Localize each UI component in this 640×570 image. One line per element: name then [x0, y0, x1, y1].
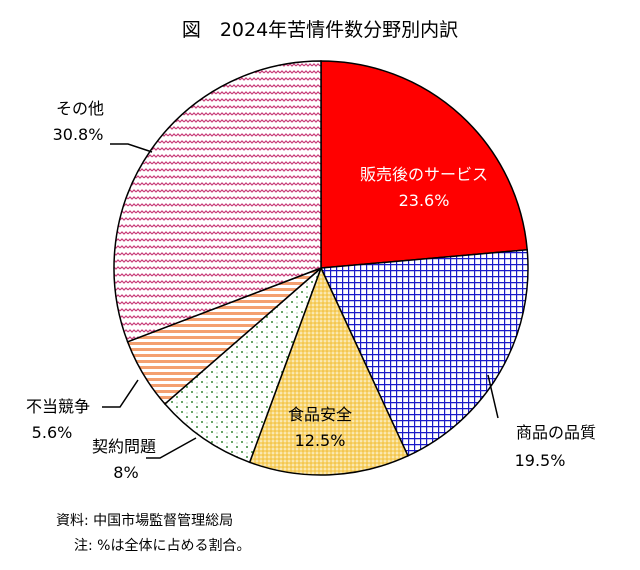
pie-slices — [113, 60, 529, 476]
label-other: その他 — [56, 99, 104, 118]
value-after-sales: 23.6% — [399, 191, 450, 210]
value-contract: 8% — [113, 463, 138, 482]
value-unfair-competition: 5.6% — [32, 423, 73, 442]
slice-after-sales — [320, 60, 529, 269]
label-contract: 契約問題 — [92, 437, 156, 456]
slice-quality — [319, 248, 529, 457]
slice-food-safety — [248, 266, 409, 476]
leader-line-quality — [487, 374, 499, 419]
label-after-sales: 販売後のサービス — [360, 165, 488, 184]
slice-other — [113, 60, 322, 343]
leader-lines — [102, 143, 499, 459]
footnote: 注: %は全体に占める割合。 — [74, 537, 250, 554]
label-quality: 商品の品質 — [516, 423, 596, 442]
chart-title: 図 2024年苦情件数分野別内訳 — [182, 19, 458, 41]
label-food-safety: 食品安全 — [288, 405, 352, 424]
leader-line-contract — [146, 437, 197, 459]
value-other: 30.8% — [53, 125, 104, 144]
source-note: 資料: 中国市場監督管理総局 — [56, 512, 233, 529]
label-unfair-competition: 不当競争 — [26, 397, 90, 416]
value-quality: 19.5% — [515, 451, 566, 470]
leader-line-unfair — [102, 379, 139, 408]
value-food-safety: 12.5% — [295, 431, 346, 450]
leader-line-other — [110, 143, 153, 153]
slice-contract — [163, 267, 322, 464]
